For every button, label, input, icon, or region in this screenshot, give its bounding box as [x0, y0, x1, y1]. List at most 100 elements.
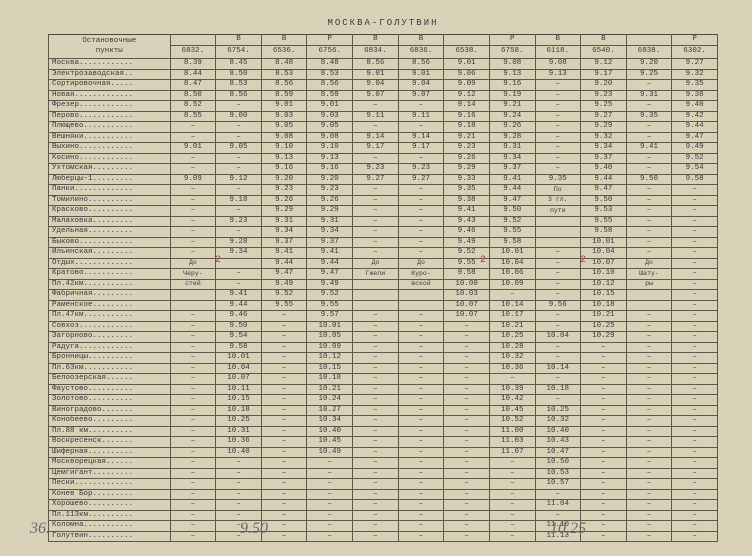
time-cell: – [444, 468, 490, 479]
time-cell: – [398, 248, 444, 259]
time-cell: 8.48 [307, 59, 353, 70]
time-cell: – [672, 531, 718, 542]
station-name: Коломна........... [49, 521, 171, 532]
time-cell: – [626, 447, 672, 458]
time-cell: – [353, 437, 399, 448]
train-number: 6302. [672, 46, 718, 59]
time-cell: – [216, 164, 262, 175]
time-cell: – [535, 80, 581, 91]
time-cell: 10.15 [581, 290, 627, 301]
time-cell: – [170, 353, 216, 364]
time-cell: – [353, 374, 399, 385]
time-cell: – [261, 468, 307, 479]
time-cell: – [398, 531, 444, 542]
time-cell: – [353, 531, 399, 542]
time-cell: – [535, 374, 581, 385]
time-cell: 9.54 [216, 332, 262, 343]
train-prefix: В [535, 35, 581, 46]
time-cell: 10.32 [489, 353, 535, 364]
time-cell: 9.50 [626, 174, 672, 185]
time-cell: – [626, 500, 672, 511]
time-cell: – [672, 468, 718, 479]
time-cell: 10.07 [444, 300, 490, 311]
time-cell: 10.01 [581, 237, 627, 248]
time-cell: 9.01 [398, 69, 444, 80]
time-cell: – [626, 185, 672, 196]
time-cell: – [672, 216, 718, 227]
time-cell [353, 279, 399, 290]
time-cell: 8.53 [307, 69, 353, 80]
time-cell: – [353, 489, 399, 500]
time-cell: – [672, 489, 718, 500]
station-name: Шиферная.......... [49, 447, 171, 458]
time-cell: – [626, 80, 672, 91]
time-cell: 9.35 [535, 174, 581, 185]
time-cell: – [535, 164, 581, 175]
time-cell: – [170, 153, 216, 164]
time-cell: – [261, 510, 307, 521]
time-cell: 10.36 [489, 363, 535, 374]
time-cell: – [672, 290, 718, 301]
timetable: ОстановочныепунктыВВРВВРВВР6832.6754.653… [48, 34, 718, 542]
time-cell: – [672, 447, 718, 458]
time-cell: 9.35 [672, 80, 718, 91]
time-cell: – [170, 416, 216, 427]
time-cell: 9.34 [261, 227, 307, 238]
time-cell: 9.27 [398, 174, 444, 185]
time-cell: 9.49 [307, 279, 353, 290]
time-cell: 9.12 [216, 174, 262, 185]
time-cell: – [581, 405, 627, 416]
handwritten-note: 36. [30, 520, 50, 538]
time-cell: – [626, 311, 672, 322]
time-cell: – [489, 510, 535, 521]
train-number: 6756. [307, 46, 353, 59]
time-cell: – [626, 426, 672, 437]
station-name: Радуга............ [49, 342, 171, 353]
time-cell: – [170, 216, 216, 227]
time-cell: – [353, 416, 399, 427]
time-cell: – [581, 353, 627, 364]
station-name: Электрозаводская.. [49, 69, 171, 80]
time-cell: 10.04 [581, 248, 627, 259]
time-cell: 9.14 [444, 101, 490, 112]
time-cell: 9.01 [444, 59, 490, 70]
time-cell: 8.50 [170, 90, 216, 101]
time-cell: – [398, 216, 444, 227]
time-cell: 9.20 [581, 80, 627, 91]
time-cell: – [535, 132, 581, 143]
time-cell: 10.21 [307, 384, 353, 395]
time-cell: – [353, 468, 399, 479]
time-cell: 10.09 [307, 342, 353, 353]
time-cell: – [626, 468, 672, 479]
station-name: Ильинская......... [49, 248, 171, 259]
time-cell: 10.12 [581, 279, 627, 290]
time-cell: 9.40 [672, 101, 718, 112]
time-cell: 10.03 [444, 290, 490, 301]
time-cell: – [398, 489, 444, 500]
time-cell [626, 300, 672, 311]
time-cell: 10.50 [535, 458, 581, 469]
time-cell: – [353, 363, 399, 374]
red-annotation: 2 [580, 255, 586, 266]
time-cell: – [398, 395, 444, 406]
time-cell: – [216, 101, 262, 112]
station-name: Конев Бор......... [49, 489, 171, 500]
time-cell: 9.32 [581, 132, 627, 143]
time-cell: 10.17 [489, 311, 535, 322]
time-cell: – [672, 248, 718, 259]
time-cell: – [307, 479, 353, 490]
time-cell: 11.07 [489, 447, 535, 458]
station-name: Фаустово.......... [49, 384, 171, 395]
station-name: Хорошево.......... [49, 500, 171, 511]
train-number: 6836. [398, 46, 444, 59]
train-number: 6754. [216, 46, 262, 59]
time-cell: 9.31 [261, 216, 307, 227]
handwritten-note: 9.50 [240, 520, 268, 538]
time-cell: – [170, 185, 216, 196]
time-cell: – [672, 458, 718, 469]
time-cell: 9.58 [672, 174, 718, 185]
time-cell: – [581, 521, 627, 532]
time-cell: 9.20 [626, 59, 672, 70]
time-cell: – [398, 479, 444, 490]
time-cell: 9.27 [672, 59, 718, 70]
